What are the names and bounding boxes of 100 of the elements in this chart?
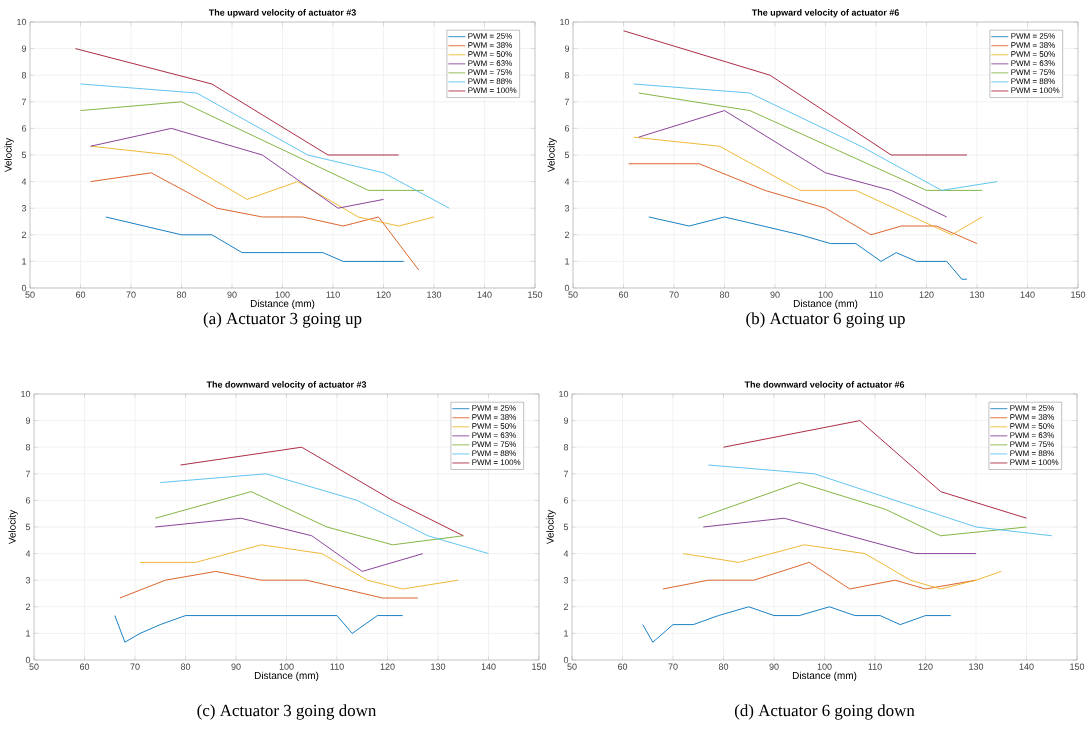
x-tick-label: 150 (532, 663, 547, 670)
y-tick-label: 8 (21, 72, 27, 79)
line-series (633, 136, 983, 236)
x-tick-label: 60 (79, 663, 90, 670)
y-tick-label: 10 (559, 390, 569, 398)
y-tick-label: 4 (25, 550, 31, 557)
y-axis-title: Velocity (547, 137, 557, 173)
line-series (648, 216, 968, 280)
line-series (90, 145, 435, 227)
x-tick-label: 100 (817, 663, 832, 670)
line-series (638, 110, 948, 218)
x-tick-label: 60 (75, 291, 86, 298)
chart-title: The upward velocity of actuator #6 (751, 9, 899, 18)
y-tick-label: 5 (564, 151, 570, 159)
x-tick-label: 70 (126, 291, 136, 298)
y-tick-label: 7 (564, 98, 570, 105)
x-tick-label: 140 (477, 291, 492, 298)
chart-title: The downward velocity of actuator #3 (206, 381, 367, 390)
y-tick-label: 6 (25, 497, 31, 504)
x-tick-label: 50 (568, 291, 578, 298)
y-axis-title: Velocity (8, 509, 18, 545)
line-series (159, 473, 489, 555)
y-tick-label: 9 (25, 417, 31, 424)
x-axis-title: Distance (mm) (250, 299, 315, 310)
chart-title: The downward velocity of actuator #6 (744, 381, 905, 390)
x-tick-label: 80 (719, 291, 730, 298)
line-series (90, 172, 420, 271)
y-tick-label: 2 (564, 231, 570, 238)
line-series (114, 615, 404, 643)
y-tick-label: 5 (21, 151, 27, 159)
x-tick-label: 80 (718, 663, 729, 670)
y-tick-label: 5 (563, 523, 569, 531)
y-tick-label: 3 (21, 205, 27, 212)
x-tick-label: 50 (25, 291, 35, 298)
line-series (697, 482, 1027, 537)
x-tick-label: 60 (617, 663, 628, 670)
x-tick-label: 70 (130, 663, 140, 670)
y-tick-label: 2 (563, 603, 569, 610)
y-tick-label: 10 (17, 18, 27, 26)
x-tick-label: 80 (176, 291, 187, 298)
text: (a) Actuator 3 going up (203, 312, 362, 328)
x-axis-title: Distance (mm) (254, 671, 319, 682)
x-tick-label: 150 (1071, 291, 1086, 298)
y-tick-label: 0 (563, 656, 569, 664)
x-tick-label: 100 (818, 291, 833, 298)
x-tick-label: 60 (618, 291, 629, 298)
x-tick-label: 100 (275, 291, 290, 298)
line-series (642, 606, 952, 643)
x-tick-label: 90 (227, 291, 237, 298)
x-tick-label: 120 (919, 291, 934, 298)
x-tick-label: 90 (770, 291, 780, 298)
y-tick-label: 3 (564, 205, 570, 212)
x-axis-title: Distance (mm) (792, 671, 857, 682)
line-series (139, 544, 459, 590)
x-tick-label: 120 (380, 663, 395, 670)
x-tick-label: 110 (330, 663, 344, 670)
y-tick-label: 8 (563, 444, 569, 451)
x-tick-label: 50 (567, 663, 577, 670)
x-tick-label: 80 (180, 663, 191, 670)
x-tick-label: 130 (970, 291, 985, 298)
text: (b) Actuator 6 going up (746, 312, 905, 328)
x-tick-label: 150 (528, 291, 543, 298)
line-series (707, 464, 1053, 537)
x-tick-label: 150 (1070, 663, 1085, 670)
line-series (154, 517, 424, 572)
y-tick-label: 4 (563, 550, 569, 557)
x-tick-label: 90 (769, 663, 779, 670)
x-tick-label: 120 (918, 663, 933, 670)
y-tick-label: 7 (21, 98, 27, 105)
chart-title: The upward velocity of actuator #3 (208, 9, 356, 18)
y-tick-label: 0 (25, 656, 31, 664)
y-tick-label: 10 (560, 18, 570, 26)
x-tick-label: 110 (869, 291, 883, 298)
y-tick-label: 7 (25, 470, 31, 477)
y-tick-label: 6 (564, 125, 570, 132)
y-tick-label: 4 (21, 178, 27, 185)
x-tick-label: 140 (1020, 291, 1035, 298)
y-tick-label: 5 (25, 523, 31, 531)
y-tick-label: 0 (21, 284, 27, 292)
x-tick-label: 140 (481, 663, 496, 670)
line-series (682, 544, 1002, 590)
x-tick-label: 50 (29, 663, 39, 670)
y-tick-label: 0 (564, 284, 570, 292)
y-axis-title: Velocity (546, 509, 556, 545)
x-tick-label: 70 (668, 663, 678, 670)
y-tick-label: 8 (25, 444, 31, 451)
x-tick-label: 100 (279, 663, 294, 670)
line-series (80, 83, 450, 209)
text: (c) Actuator 3 going down (197, 704, 377, 720)
x-tick-label: 110 (868, 663, 882, 670)
y-tick-label: 8 (564, 72, 570, 79)
y-axis-title: Velocity (4, 137, 14, 173)
y-tick-label: 2 (21, 231, 27, 238)
x-tick-label: 130 (969, 663, 984, 670)
text: (d) Actuator 6 going down (734, 704, 915, 720)
y-tick-label: 1 (26, 630, 31, 637)
x-tick-label: 90 (231, 663, 241, 670)
y-tick-label: 10 (21, 390, 31, 398)
y-tick-label: 2 (25, 603, 31, 610)
x-axis-title: Distance (mm) (793, 299, 858, 310)
